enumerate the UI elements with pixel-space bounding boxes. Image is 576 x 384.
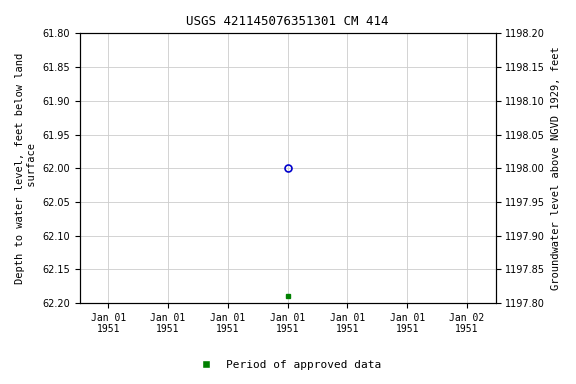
Y-axis label: Depth to water level, feet below land
 surface: Depth to water level, feet below land su…: [15, 53, 37, 284]
Title: USGS 421145076351301 CM 414: USGS 421145076351301 CM 414: [187, 15, 389, 28]
Legend: Period of approved data: Period of approved data: [191, 356, 385, 375]
Y-axis label: Groundwater level above NGVD 1929, feet: Groundwater level above NGVD 1929, feet: [551, 46, 561, 290]
